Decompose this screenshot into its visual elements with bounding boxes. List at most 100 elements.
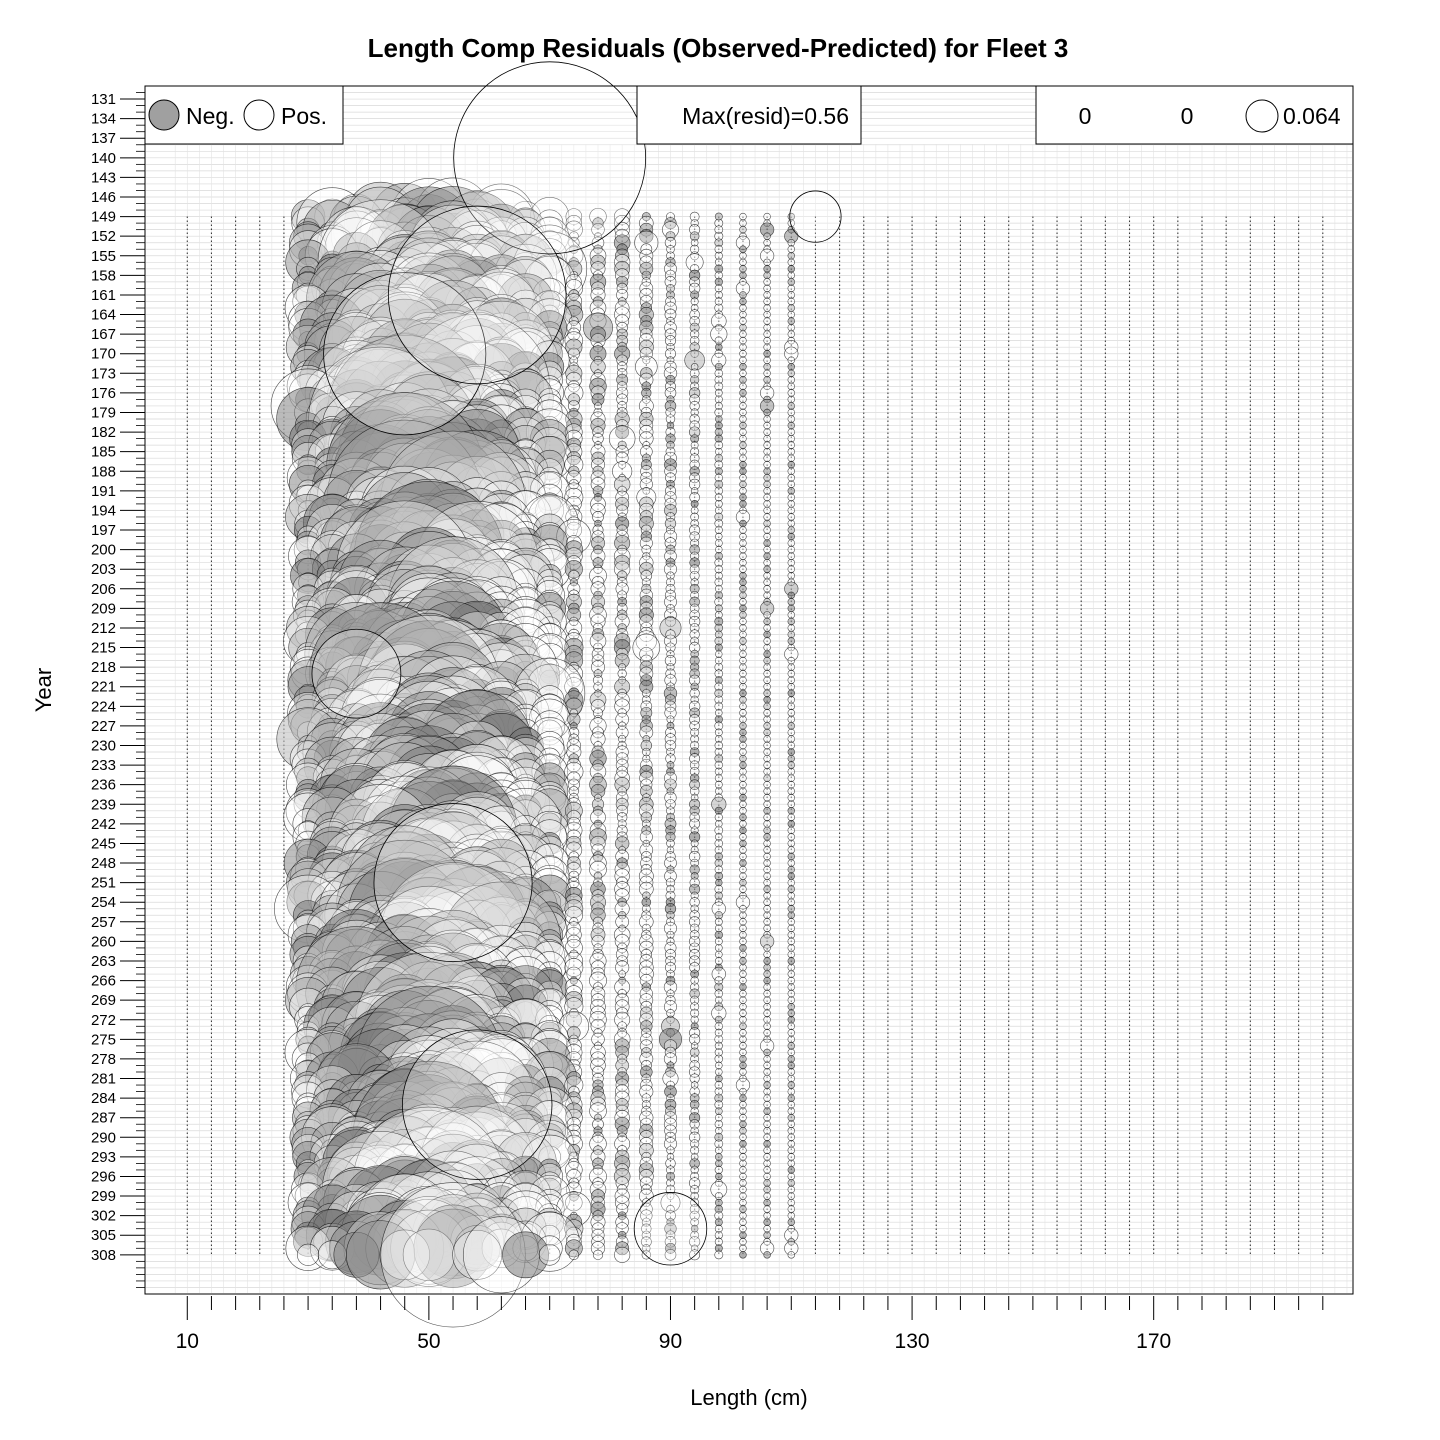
bubble-positive bbox=[641, 695, 651, 705]
bubble-positive bbox=[664, 262, 677, 276]
bubble-negative bbox=[787, 304, 795, 312]
bubble-positive bbox=[714, 728, 723, 737]
bubble-negative bbox=[763, 630, 771, 639]
bubble-negative bbox=[763, 957, 771, 965]
y-tick-label: 218 bbox=[91, 659, 116, 676]
bubble-positive bbox=[739, 1113, 747, 1122]
bubble-positive bbox=[566, 516, 581, 531]
bubble-positive bbox=[739, 1172, 747, 1181]
bubble-positive bbox=[664, 335, 677, 347]
bubble-positive bbox=[739, 434, 747, 443]
bubble-positive bbox=[714, 826, 724, 835]
bubble-positive bbox=[787, 787, 795, 795]
bubble-positive bbox=[714, 251, 723, 260]
bubble-negative bbox=[763, 617, 771, 626]
bubble-positive bbox=[714, 290, 723, 300]
bubble-positive bbox=[640, 863, 652, 876]
bubble-negative bbox=[639, 679, 654, 694]
bubble-positive bbox=[787, 735, 795, 743]
bubble-positive bbox=[763, 447, 771, 456]
bubble-negative bbox=[739, 761, 747, 769]
bubble-positive bbox=[787, 937, 795, 946]
bubble-positive bbox=[787, 389, 795, 397]
bubble-positive bbox=[739, 1211, 747, 1220]
bubble-positive bbox=[666, 839, 675, 848]
bubble-positive bbox=[614, 215, 631, 232]
bubble-negative bbox=[739, 572, 747, 580]
y-tick-label: 161 bbox=[91, 287, 116, 304]
bubble-positive bbox=[665, 380, 676, 392]
bubble-positive bbox=[714, 1120, 723, 1129]
bubble-positive bbox=[714, 1192, 723, 1201]
bubble-positive bbox=[763, 839, 771, 848]
bubble-positive bbox=[615, 445, 629, 459]
bubble-negative bbox=[739, 722, 747, 730]
bubble-positive bbox=[565, 521, 583, 539]
y-tick-label: 155 bbox=[91, 248, 116, 265]
bubble-negative bbox=[566, 835, 582, 851]
bubble-positive bbox=[763, 1159, 771, 1168]
bubble-positive bbox=[568, 661, 580, 673]
bubble-positive bbox=[787, 1198, 795, 1207]
bubble-positive bbox=[763, 421, 771, 430]
bubble-positive bbox=[690, 839, 699, 848]
bubble-positive bbox=[689, 818, 701, 830]
bubble-positive bbox=[739, 1009, 747, 1017]
bubble-negative bbox=[591, 628, 605, 641]
bubble-positive bbox=[664, 269, 677, 281]
bubble-negative bbox=[689, 269, 701, 281]
y-tick-label: 200 bbox=[91, 542, 116, 559]
bubble-positive bbox=[714, 381, 724, 391]
bubble-positive bbox=[739, 1218, 747, 1226]
bubble-positive bbox=[714, 760, 723, 770]
bubble-negative bbox=[763, 833, 771, 841]
bubble-positive bbox=[787, 500, 795, 508]
bubble-negative bbox=[715, 1159, 723, 1168]
bubble-negative bbox=[641, 825, 652, 836]
bubble-negative bbox=[787, 526, 795, 534]
y-tick-label: 152 bbox=[91, 228, 116, 245]
bubble-positive bbox=[614, 300, 630, 316]
bubble-positive bbox=[714, 702, 724, 711]
bubble-positive bbox=[566, 816, 581, 831]
bubble-positive bbox=[739, 454, 747, 462]
y-tick-label: 221 bbox=[91, 679, 116, 696]
bubble-positive bbox=[787, 944, 795, 952]
bubble-positive bbox=[763, 1100, 771, 1109]
bubble-negative bbox=[639, 320, 654, 335]
bubble-positive bbox=[787, 1211, 795, 1220]
bubble-negative bbox=[739, 493, 747, 502]
bubble-positive bbox=[592, 524, 604, 536]
bubble-negative bbox=[714, 1107, 723, 1115]
bubble-negative bbox=[763, 807, 771, 815]
bubble-positive bbox=[739, 310, 747, 319]
bubble-positive bbox=[618, 970, 626, 978]
bubble-positive bbox=[763, 428, 771, 436]
bubble-positive bbox=[665, 296, 676, 307]
bubble-negative bbox=[590, 784, 606, 799]
bubble-positive bbox=[763, 767, 771, 776]
bubble-negative bbox=[715, 878, 723, 887]
bubble-positive bbox=[787, 1107, 795, 1115]
bubble-positive-large bbox=[387, 205, 567, 385]
bubble-positive bbox=[739, 676, 747, 684]
bubble-positive bbox=[666, 715, 675, 724]
bubble-positive bbox=[739, 1185, 747, 1194]
bubble-negative bbox=[739, 467, 747, 475]
bubble-negative bbox=[739, 696, 747, 704]
bubble-positive bbox=[564, 664, 584, 683]
bubble-positive bbox=[763, 872, 771, 880]
bubble-positive bbox=[763, 663, 771, 671]
bubble-negative bbox=[593, 544, 603, 555]
bubble-negative bbox=[739, 1127, 747, 1135]
bubble-positive bbox=[536, 216, 563, 243]
bubble-positive bbox=[739, 428, 747, 436]
bubble-positive bbox=[689, 753, 701, 764]
bubble-positive bbox=[714, 813, 723, 822]
x-axis: 10 50 90 130 170 bbox=[176, 1296, 1324, 1353]
y-tick-label: 197 bbox=[91, 522, 116, 539]
bubble-negative bbox=[564, 801, 583, 820]
bubble-positive bbox=[568, 1249, 580, 1261]
bubble-negative bbox=[614, 554, 631, 571]
bubble-positive bbox=[787, 245, 795, 253]
